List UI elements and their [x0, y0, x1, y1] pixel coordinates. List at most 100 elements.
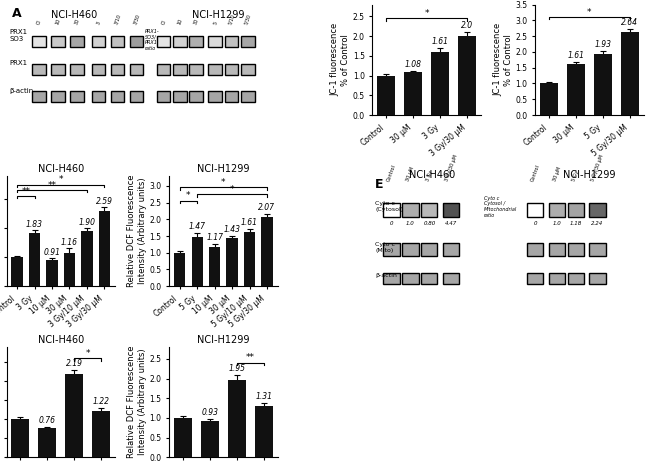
FancyBboxPatch shape — [402, 203, 419, 217]
Text: 0: 0 — [533, 221, 537, 226]
Text: *: * — [230, 184, 234, 194]
Text: 30 µM: 30 µM — [552, 166, 562, 182]
FancyBboxPatch shape — [590, 203, 606, 217]
FancyBboxPatch shape — [567, 203, 584, 217]
Text: **: ** — [246, 353, 255, 362]
FancyBboxPatch shape — [173, 36, 187, 47]
FancyBboxPatch shape — [189, 36, 203, 47]
Text: PRX1-
SO3/
PRX1
ratio: PRX1- SO3/ PRX1 ratio — [145, 29, 159, 51]
FancyBboxPatch shape — [157, 64, 170, 75]
Text: Cyto c
(Mito): Cyto c (Mito) — [375, 242, 395, 253]
Bar — [64, 253, 75, 286]
FancyBboxPatch shape — [443, 203, 459, 217]
Text: 1.83: 1.83 — [26, 219, 43, 229]
Text: 1.0: 1.0 — [552, 221, 561, 226]
Text: 5 Gy/30 µM: 5 Gy/30 µM — [590, 154, 605, 182]
FancyBboxPatch shape — [443, 243, 459, 256]
Text: PRX1: PRX1 — [9, 60, 27, 66]
Text: A: A — [12, 7, 21, 20]
Text: *: * — [85, 349, 90, 358]
Bar — [81, 231, 92, 286]
FancyBboxPatch shape — [567, 273, 584, 284]
Text: 1.31: 1.31 — [255, 392, 272, 401]
Text: **: ** — [21, 187, 31, 195]
FancyBboxPatch shape — [549, 273, 565, 284]
Title: NCI-H1299: NCI-H1299 — [197, 164, 250, 174]
FancyBboxPatch shape — [209, 91, 222, 102]
Bar — [244, 232, 255, 286]
Text: 30: 30 — [73, 18, 81, 25]
Text: *: * — [424, 9, 429, 18]
Text: NCI-H1299: NCI-H1299 — [192, 10, 244, 20]
FancyBboxPatch shape — [209, 64, 222, 75]
Text: 1.61: 1.61 — [241, 219, 258, 227]
FancyBboxPatch shape — [92, 36, 105, 47]
Bar — [404, 73, 422, 115]
Y-axis label: JC-1 fluorescence
% of Control: JC-1 fluorescence % of Control — [493, 23, 513, 97]
FancyBboxPatch shape — [590, 243, 606, 256]
Text: 1.08: 1.08 — [405, 60, 422, 69]
FancyBboxPatch shape — [590, 273, 606, 284]
Text: 1.17: 1.17 — [206, 233, 223, 242]
Text: *: * — [221, 178, 226, 187]
FancyBboxPatch shape — [421, 243, 437, 256]
Text: **: ** — [47, 181, 57, 190]
Text: 5 Gy: 5 Gy — [571, 170, 580, 182]
Bar — [174, 418, 192, 457]
Text: NCI-H460: NCI-H460 — [409, 170, 455, 180]
Text: 1.61: 1.61 — [432, 37, 448, 46]
Bar — [458, 36, 476, 115]
Text: *: * — [58, 175, 63, 184]
Text: NCI-H1299: NCI-H1299 — [563, 170, 616, 180]
FancyBboxPatch shape — [130, 64, 144, 75]
Text: 5/10: 5/10 — [227, 13, 236, 25]
Text: 3 Gy/30 µM: 3 Gy/30 µM — [444, 154, 458, 182]
Y-axis label: Relative DCF Fluorescence
Intensity (Arbitrary units): Relative DCF Fluorescence Intensity (Arb… — [127, 175, 147, 287]
Text: 2.19: 2.19 — [66, 359, 83, 368]
FancyBboxPatch shape — [421, 203, 437, 217]
Bar — [261, 217, 272, 286]
FancyBboxPatch shape — [130, 91, 144, 102]
FancyBboxPatch shape — [32, 64, 46, 75]
FancyBboxPatch shape — [32, 91, 46, 102]
FancyBboxPatch shape — [567, 243, 584, 256]
Bar — [226, 238, 238, 286]
Title: NCI-H460: NCI-H460 — [38, 335, 84, 345]
Bar — [209, 247, 220, 286]
FancyBboxPatch shape — [225, 91, 239, 102]
Text: 0.76: 0.76 — [39, 416, 56, 425]
Bar — [12, 419, 29, 457]
FancyBboxPatch shape — [111, 91, 124, 102]
Bar — [46, 260, 58, 286]
Bar — [567, 64, 584, 115]
FancyBboxPatch shape — [111, 36, 124, 47]
Bar — [378, 76, 395, 115]
Text: 2.59: 2.59 — [96, 197, 113, 206]
FancyBboxPatch shape — [111, 64, 124, 75]
Text: 1.22: 1.22 — [93, 397, 110, 406]
FancyBboxPatch shape — [384, 203, 400, 217]
FancyBboxPatch shape — [527, 243, 543, 256]
FancyBboxPatch shape — [92, 91, 105, 102]
Text: Control: Control — [386, 164, 396, 182]
FancyBboxPatch shape — [173, 91, 187, 102]
Text: 1.47: 1.47 — [188, 222, 205, 231]
Text: 30: 30 — [193, 18, 200, 25]
Text: 1.16: 1.16 — [61, 237, 78, 247]
FancyBboxPatch shape — [384, 243, 400, 256]
Text: 0.80: 0.80 — [423, 221, 436, 226]
FancyBboxPatch shape — [527, 203, 543, 217]
FancyBboxPatch shape — [241, 64, 255, 75]
Text: 0.91: 0.91 — [44, 248, 60, 257]
FancyBboxPatch shape — [209, 36, 222, 47]
FancyBboxPatch shape — [225, 64, 239, 75]
Text: 2.07: 2.07 — [259, 203, 276, 212]
Text: CI: CI — [36, 19, 42, 25]
FancyBboxPatch shape — [92, 64, 105, 75]
FancyBboxPatch shape — [157, 36, 170, 47]
FancyBboxPatch shape — [402, 273, 419, 284]
Text: NCI-H460: NCI-H460 — [51, 10, 98, 20]
Text: *: * — [186, 191, 190, 200]
FancyBboxPatch shape — [421, 273, 437, 284]
Y-axis label: Relative DCF Fluorescence
Intensity (Arbitrary units): Relative DCF Fluorescence Intensity (Arb… — [127, 346, 147, 458]
